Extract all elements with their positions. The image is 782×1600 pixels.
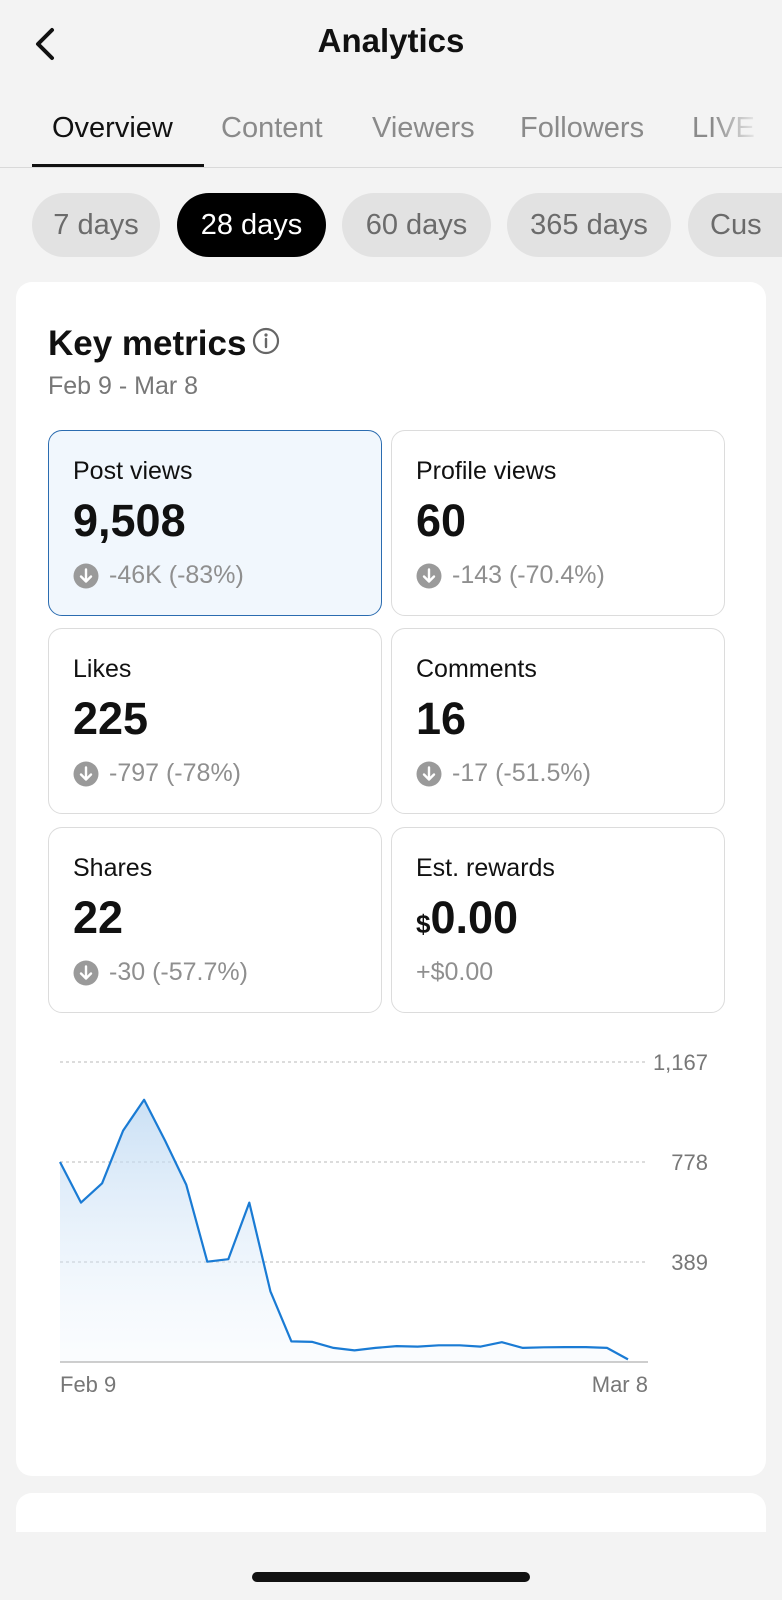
metric-label: Likes: [73, 655, 132, 683]
metric-change: -17 (-51.5%): [416, 759, 591, 788]
metric-change-text: -797 (-78%): [109, 759, 241, 787]
chart-area-fill: [60, 1099, 628, 1362]
metric-post-views[interactable]: Post views 9,508 -46K (-83%): [48, 430, 382, 616]
chart-series-line: [59, 1098, 629, 1361]
chart-y-tick-label: 778: [671, 1150, 708, 1175]
metric-change-text: +$0.00: [416, 958, 494, 986]
range-chip-7-days[interactable]: 7 days: [32, 193, 160, 257]
metric-label: Est. rewards: [416, 854, 555, 882]
tab-viewers[interactable]: Viewers: [372, 112, 475, 144]
metric-value: 9,508: [73, 495, 186, 546]
metric-change: -30 (-57.7%): [73, 958, 248, 987]
chart-y-tick-label: 1,167: [653, 1050, 708, 1075]
metric-change: -46K (-83%): [73, 561, 244, 590]
next-card: [16, 1493, 766, 1533]
date-range-chips: 7 days 28 days 60 days 365 days Cus: [0, 193, 782, 259]
tab-overview[interactable]: Overview: [52, 112, 173, 144]
chart-y-tick-label: 389: [671, 1250, 708, 1275]
metric-change: -797 (-78%): [73, 759, 241, 788]
chevron-left-icon: [36, 28, 54, 60]
metric-likes[interactable]: Likes 225 -797 (-78%): [48, 628, 382, 814]
arrow-down-circle-icon: [73, 960, 99, 985]
info-icon[interactable]: [251, 326, 281, 356]
metric-change-text: -46K (-83%): [109, 561, 244, 589]
range-chip-custom[interactable]: Cus: [688, 193, 782, 257]
active-tab-indicator: [32, 164, 204, 167]
bottom-bar: [0, 1532, 782, 1600]
metric-value-number: 0.00: [430, 892, 519, 943]
range-chip-28-days[interactable]: 28 days: [177, 193, 326, 257]
arrow-down-circle-icon: [416, 563, 442, 588]
metric-label: Shares: [73, 854, 153, 882]
tabs-fade: [712, 100, 782, 166]
post-views-chart: 1,167 778 389 Feb 9 Mar 8: [59, 1050, 708, 1397]
metric-label: Comments: [416, 655, 537, 683]
metric-shares[interactable]: Shares 22 -30 (-57.7%): [48, 827, 382, 1013]
metric-est-rewards[interactable]: Est. rewards $0.00 +$0.00: [391, 827, 725, 1013]
metric-value: 60: [416, 495, 467, 546]
page-title: Analytics: [317, 22, 465, 59]
arrow-down-circle-icon: [73, 761, 99, 786]
range-chip-365-days[interactable]: 365 days: [507, 193, 671, 257]
key-metrics-title: Key metrics: [48, 324, 247, 363]
tab-content[interactable]: Content: [221, 112, 323, 144]
tab-bar: Overview Content Viewers Followers LIVE: [0, 100, 782, 168]
metric-value: 225: [73, 693, 149, 744]
top-bar: Analytics: [0, 0, 782, 90]
metric-change-text: -17 (-51.5%): [452, 759, 591, 787]
metric-label: Post views: [73, 457, 193, 485]
metric-change: +$0.00: [416, 958, 493, 987]
currency-symbol: $: [416, 909, 431, 939]
date-range-label: Feb 9 - Mar 8: [48, 372, 199, 400]
arrow-down-circle-icon: [73, 563, 99, 588]
back-button[interactable]: [28, 24, 64, 64]
key-metrics-card: Key metrics Feb 9 - Mar 8 Post views 9,5…: [16, 282, 766, 1476]
range-chip-60-days[interactable]: 60 days: [342, 193, 491, 257]
tab-followers[interactable]: Followers: [520, 112, 645, 144]
home-indicator[interactable]: [252, 1572, 530, 1582]
metric-change-text: -30 (-57.7%): [109, 958, 248, 986]
metric-value: $0.00: [416, 892, 518, 944]
chart-x-tick-label: Mar 8: [592, 1372, 648, 1397]
arrow-down-circle-icon: [416, 761, 442, 786]
metric-change-text: -143 (-70.4%): [452, 561, 605, 589]
metric-comments[interactable]: Comments 16 -17 (-51.5%): [391, 628, 725, 814]
metric-label: Profile views: [416, 457, 557, 485]
metric-change: -143 (-70.4%): [416, 561, 605, 590]
metric-profile-views[interactable]: Profile views 60 -143 (-70.4%): [391, 430, 725, 616]
chart-x-tick-label: Feb 9: [60, 1372, 116, 1397]
metric-value: 22: [73, 892, 124, 943]
metric-value: 16: [416, 693, 467, 744]
